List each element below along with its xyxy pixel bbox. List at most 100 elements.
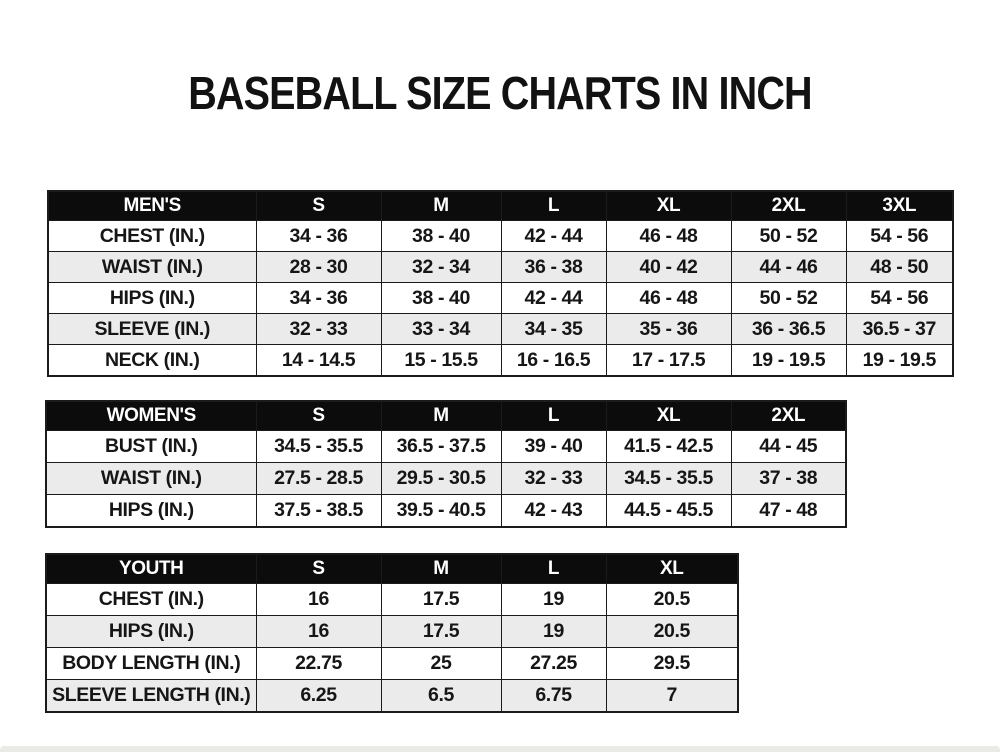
table-row: BUST (IN.) 34.5 - 35.5 36.5 - 37.5 39 - 40 4… [45, 430, 847, 463]
table-row: WAIST (IN.) 28 - 30 32 - 34 36 - 38 40 - 42 4… [47, 251, 954, 283]
table-row: WAIST (IN.) 27.5 - 28.5 29.5 - 30.5 32 - 33… [45, 462, 847, 495]
page-title: BASEBALL SIZE CHARTS IN INCH [188, 67, 812, 119]
size-value-cell: 32 - 34 [380, 251, 502, 283]
size-value-cell: 37.5 - 38.5 [255, 494, 382, 528]
size-value-cell: 27.25 [500, 647, 607, 680]
size-value-cell: 38 - 40 [380, 282, 502, 314]
size-value-cell: 42 - 44 [500, 282, 607, 314]
size-value-cell: 16 [255, 615, 382, 648]
table-row: HIPS (IN.) 37.5 - 38.5 39.5 - 40.5 42 - 43 4… [45, 494, 847, 528]
size-column-header: M [380, 190, 502, 221]
size-value-cell: 32 - 33 [255, 313, 382, 345]
measurement-label-cell: NECK (IN.) [47, 344, 257, 377]
size-column-header: L [500, 553, 607, 584]
size-value-cell: 17 - 17.5 [605, 344, 732, 377]
size-value-cell: 27.5 - 28.5 [255, 462, 382, 495]
size-value-cell: 35 - 36 [605, 313, 732, 345]
size-value-cell: 46 - 48 [605, 282, 732, 314]
size-value-cell: 54 - 56 [845, 220, 954, 252]
size-value-cell: 15 - 15.5 [380, 344, 502, 377]
size-column-header: XL [605, 190, 732, 221]
size-value-cell: 36 - 36.5 [730, 313, 847, 345]
measurement-label-cell: HIPS (IN.) [45, 615, 257, 648]
size-value-cell: 6.25 [255, 679, 382, 713]
mens-table-title-cell: MEN'S [47, 190, 257, 221]
size-value-cell: 42 - 44 [500, 220, 607, 252]
size-value-cell: 32 - 33 [500, 462, 607, 495]
size-value-cell: 34 - 36 [255, 282, 382, 314]
size-value-cell: 40 - 42 [605, 251, 732, 283]
size-value-cell: 44 - 45 [730, 430, 847, 463]
table-row: NECK (IN.) 14 - 14.5 15 - 15.5 16 - 16.5 17 … [47, 344, 954, 377]
measurement-label-cell: SLEEVE LENGTH (IN.) [45, 679, 257, 713]
size-value-cell: 42 - 43 [500, 494, 607, 528]
table-row: HIPS (IN.) 16 17.5 19 20.5 [45, 615, 739, 648]
size-column-header: M [380, 400, 502, 431]
measurement-label-cell: CHEST (IN.) [45, 583, 257, 616]
youth-table-header-row: YOUTH S M L XL [45, 553, 739, 584]
measurement-label-cell: WAIST (IN.) [47, 251, 257, 283]
size-column-header: S [255, 190, 382, 221]
mens-size-table: MEN'S S M L XL 2XL 3XL CHEST (IN.) 34 - 36 38 - … [47, 190, 954, 377]
size-value-cell: 38 - 40 [380, 220, 502, 252]
womens-table-header-row: WOMEN'S S M L XL 2XL [45, 400, 847, 431]
measurement-label-cell: BODY LENGTH (IN.) [45, 647, 257, 680]
mens-table-header-row: MEN'S S M L XL 2XL 3XL [47, 190, 954, 221]
table-row: SLEEVE (IN.) 32 - 33 33 - 34 34 - 35 35 - 36… [47, 313, 954, 345]
size-value-cell: 44.5 - 45.5 [605, 494, 732, 528]
size-value-cell: 34.5 - 35.5 [255, 430, 382, 463]
measurement-label-cell: WAIST (IN.) [45, 462, 257, 495]
size-value-cell: 19 - 19.5 [845, 344, 954, 377]
womens-table-title-cell: WOMEN'S [45, 400, 257, 431]
size-value-cell: 48 - 50 [845, 251, 954, 283]
size-value-cell: 37 - 38 [730, 462, 847, 495]
table-row: SLEEVE LENGTH (IN.) 6.25 6.5 6.75 7 [45, 679, 739, 713]
womens-size-table: WOMEN'S S M L XL 2XL BUST (IN.) 34.5 - 35.5 36.… [45, 400, 847, 528]
size-value-cell: 34.5 - 35.5 [605, 462, 732, 495]
size-value-cell: 17.5 [380, 583, 502, 616]
size-value-cell: 19 [500, 615, 607, 648]
size-value-cell: 50 - 52 [730, 220, 847, 252]
measurement-label-cell: SLEEVE (IN.) [47, 313, 257, 345]
measurement-label-cell: HIPS (IN.) [45, 494, 257, 528]
size-value-cell: 47 - 48 [730, 494, 847, 528]
measurement-label-cell: HIPS (IN.) [47, 282, 257, 314]
size-value-cell: 6.5 [380, 679, 502, 713]
size-value-cell: 6.75 [500, 679, 607, 713]
table-row: HIPS (IN.) 34 - 36 38 - 40 42 - 44 46 - 48 50… [47, 282, 954, 314]
size-value-cell: 50 - 52 [730, 282, 847, 314]
size-value-cell: 29.5 - 30.5 [380, 462, 502, 495]
size-value-cell: 19 - 19.5 [730, 344, 847, 377]
size-column-header: L [500, 400, 607, 431]
size-value-cell: 36.5 - 37.5 [380, 430, 502, 463]
size-column-header: S [255, 553, 382, 584]
table-row: CHEST (IN.) 16 17.5 19 20.5 [45, 583, 739, 616]
youth-table-title-cell: YOUTH [45, 553, 257, 584]
size-column-header: XL [605, 400, 732, 431]
youth-size-table: YOUTH S M L XL CHEST (IN.) 16 17.5 19 20.5 HIPS (… [45, 553, 739, 713]
table-row: CHEST (IN.) 34 - 36 38 - 40 42 - 44 46 - 48 5… [47, 220, 954, 252]
size-value-cell: 14 - 14.5 [255, 344, 382, 377]
size-value-cell: 54 - 56 [845, 282, 954, 314]
size-column-header: S [255, 400, 382, 431]
size-value-cell: 28 - 30 [255, 251, 382, 283]
size-value-cell: 22.75 [255, 647, 382, 680]
size-value-cell: 34 - 35 [500, 313, 607, 345]
size-value-cell: 34 - 36 [255, 220, 382, 252]
size-value-cell: 17.5 [380, 615, 502, 648]
size-value-cell: 20.5 [605, 583, 739, 616]
size-value-cell: 29.5 [605, 647, 739, 680]
table-row: BODY LENGTH (IN.) 22.75 25 27.25 29.5 [45, 647, 739, 680]
size-value-cell: 39 - 40 [500, 430, 607, 463]
size-column-header: M [380, 553, 502, 584]
size-column-header: 3XL [845, 190, 954, 221]
size-value-cell: 25 [380, 647, 502, 680]
size-value-cell: 33 - 34 [380, 313, 502, 345]
size-column-header: 2XL [730, 400, 847, 431]
size-value-cell: 44 - 46 [730, 251, 847, 283]
size-column-header: XL [605, 553, 739, 584]
photo-edge-artifact [0, 746, 1000, 752]
size-value-cell: 36 - 38 [500, 251, 607, 283]
measurement-label-cell: BUST (IN.) [45, 430, 257, 463]
size-value-cell: 19 [500, 583, 607, 616]
